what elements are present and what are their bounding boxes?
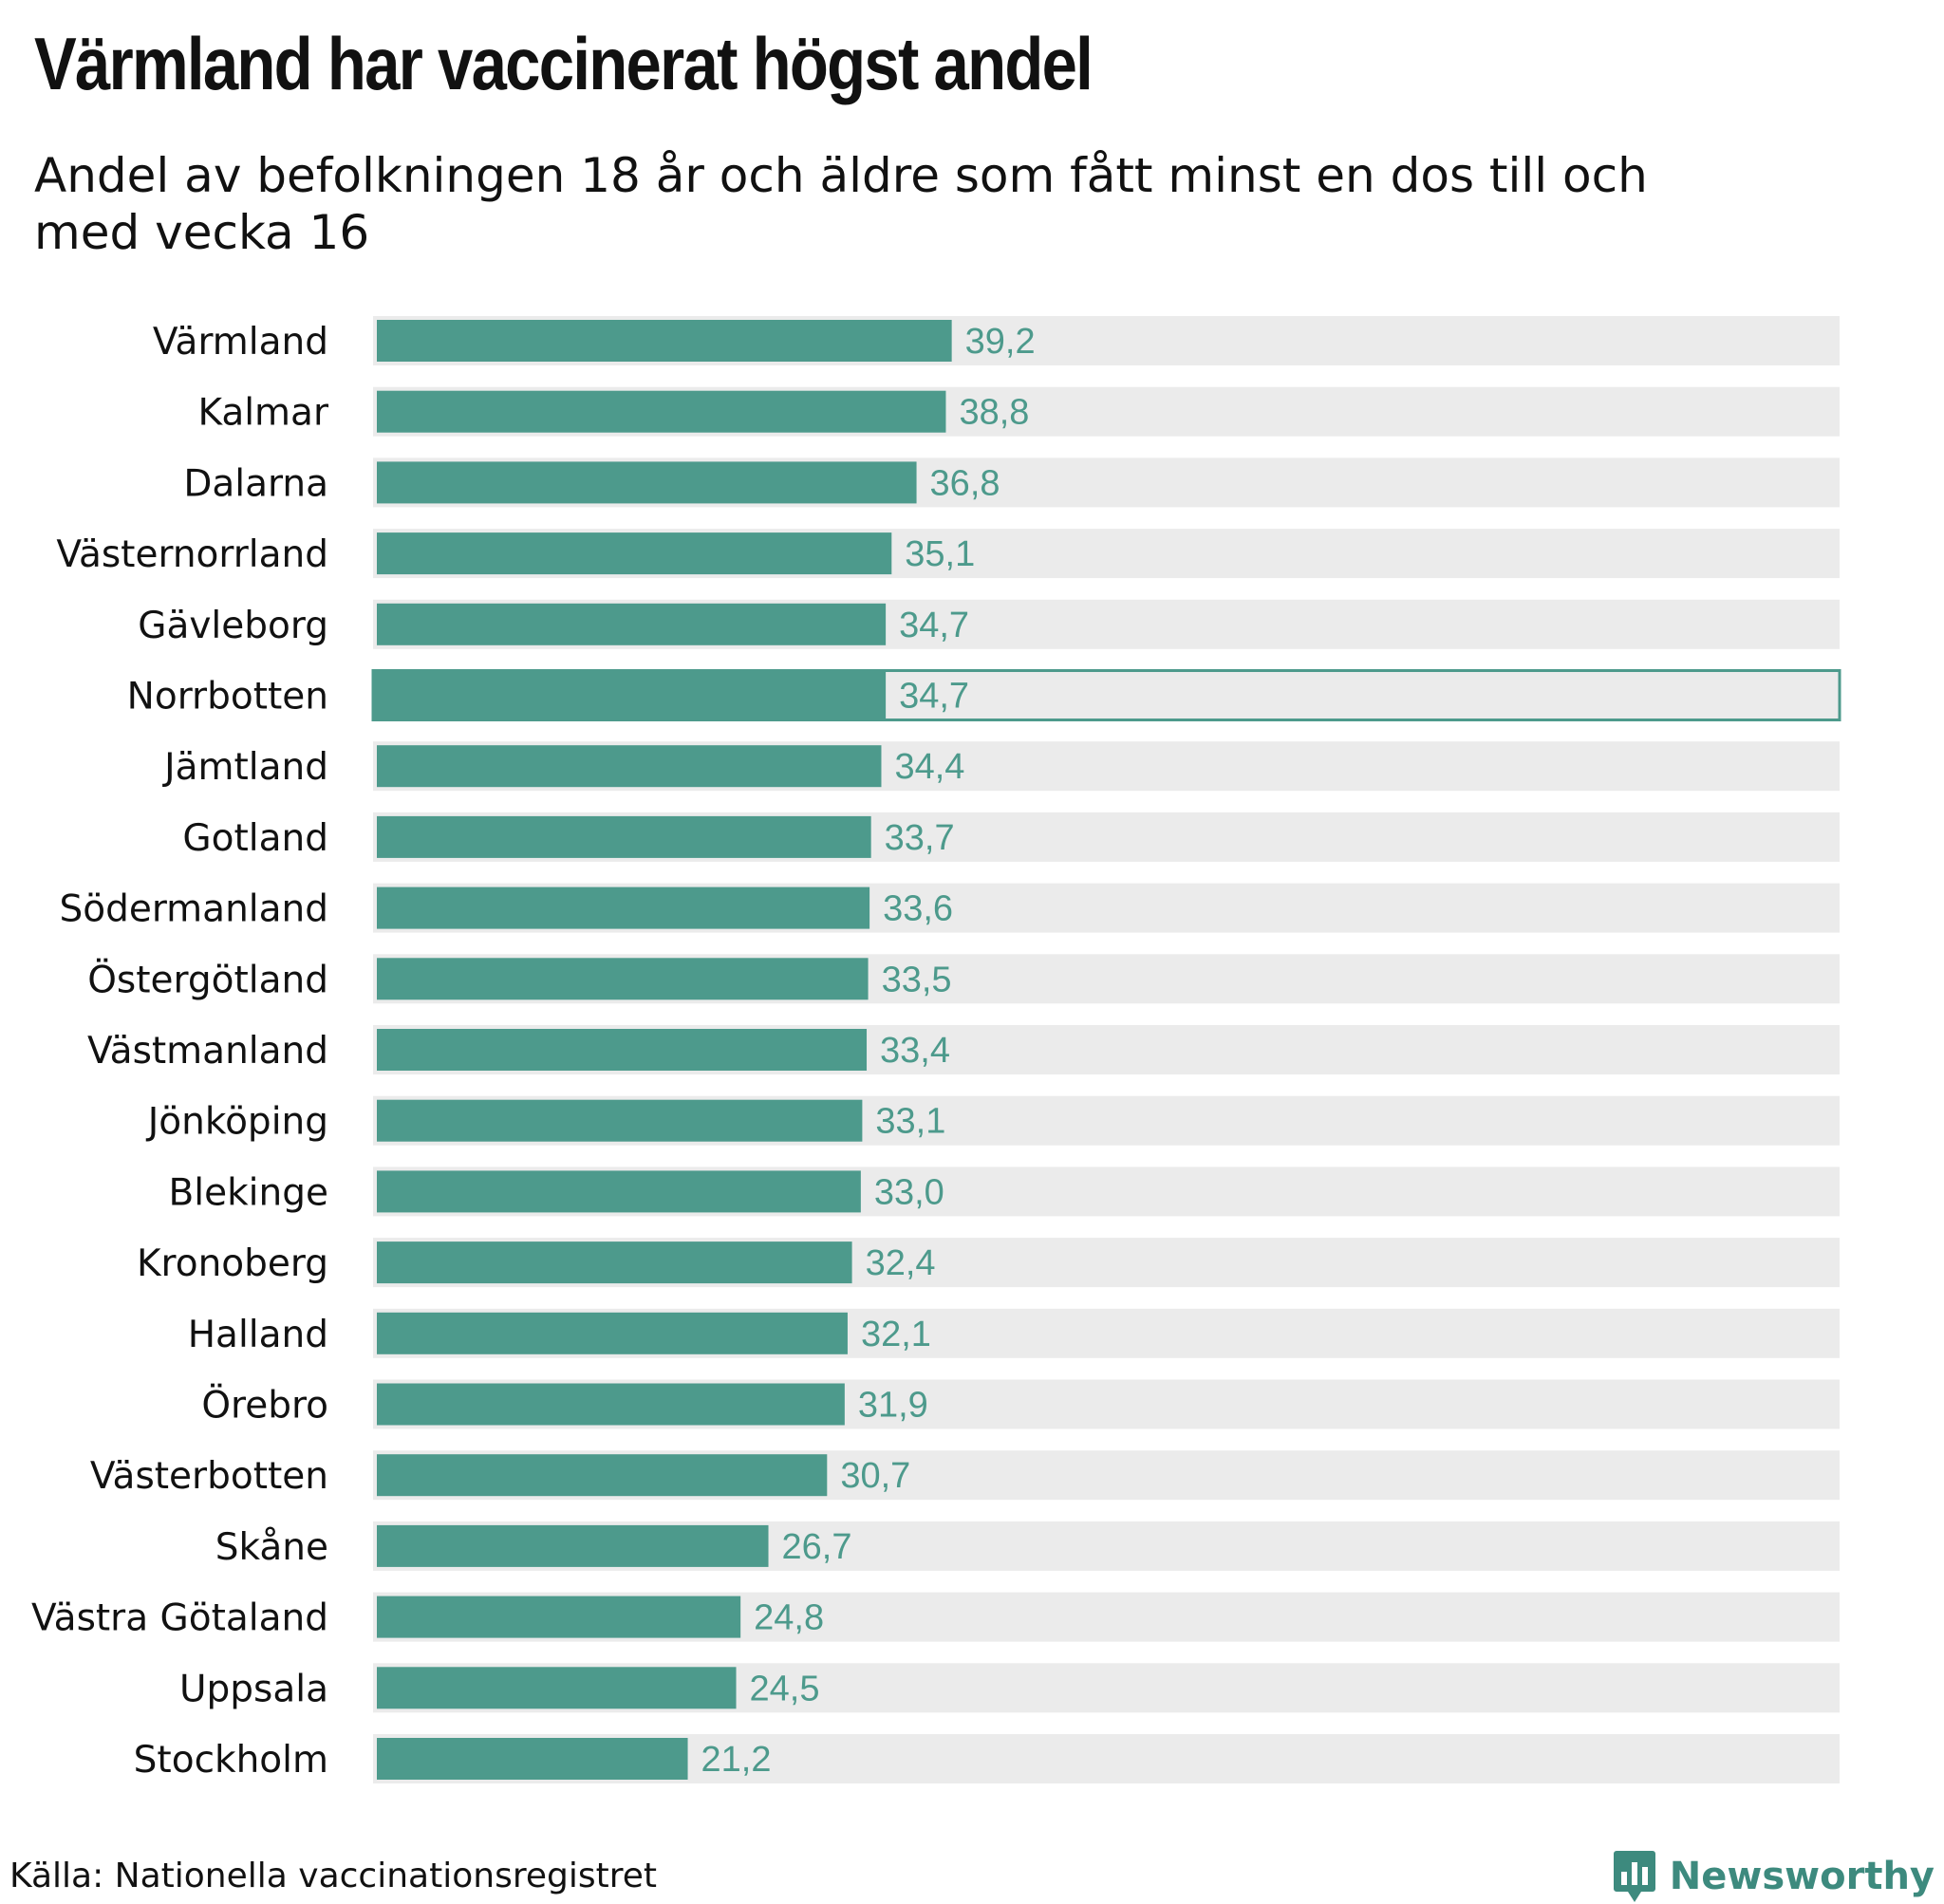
bar <box>377 461 917 504</box>
bar <box>377 1170 861 1213</box>
value-label: 34,4 <box>894 747 964 787</box>
category-label: Norrbotten <box>127 676 328 719</box>
category-label: Halland <box>188 1314 328 1356</box>
category-label: Västernorrland <box>56 533 328 576</box>
value-label: 32,4 <box>866 1243 936 1283</box>
category-label: Dalarna <box>183 462 328 505</box>
bar-row: Stockholm 21,2 <box>134 1734 1840 1783</box>
category-label: Stockholm <box>134 1739 328 1782</box>
value-label: 38,8 <box>959 393 1029 433</box>
bar <box>377 320 952 362</box>
bar <box>377 815 871 858</box>
bar-row: Gotland 33,7 <box>182 812 1840 862</box>
bar-row: Jämtland 34,4 <box>161 741 1840 792</box>
value-label: 33,0 <box>874 1172 944 1212</box>
bar-row: Uppsala 24,5 <box>179 1663 1840 1713</box>
value-label: 39,2 <box>965 322 1036 362</box>
bar <box>377 745 882 788</box>
category-label: Skåne <box>215 1526 328 1569</box>
bar-row: Västernorrland 35,1 <box>56 529 1840 579</box>
value-label: 32,1 <box>861 1315 931 1354</box>
source-note: Källa: Nationella vaccinationsregistret <box>9 1857 657 1895</box>
bar-row: Dalarna 36,8 <box>183 457 1840 508</box>
bar <box>377 532 892 575</box>
value-label: 24,5 <box>750 1669 820 1708</box>
value-label: 33,4 <box>880 1031 950 1071</box>
bar <box>377 390 946 433</box>
bar-row: Örebro 31,9 <box>201 1379 1840 1429</box>
chart-title: Värmland har vaccinerat högst andel <box>34 22 1094 105</box>
value-label: 31,9 <box>858 1386 928 1426</box>
bar <box>377 1738 688 1780</box>
bar-row: Västra Götaland 24,8 <box>31 1592 1840 1642</box>
bar-row: Skåne 26,7 <box>215 1521 1840 1571</box>
bar <box>377 1454 828 1497</box>
value-label: 24,8 <box>754 1598 824 1638</box>
category-label: Uppsala <box>179 1668 328 1710</box>
category-label: Gävleborg <box>138 605 328 647</box>
bar-row: Västmanland 33,4 <box>87 1025 1840 1074</box>
bar <box>377 1241 852 1284</box>
bar <box>377 1524 769 1567</box>
value-label: 34,7 <box>899 677 969 717</box>
value-label: 26,7 <box>782 1527 852 1567</box>
brand-name: Newsworthy <box>1669 1855 1935 1898</box>
bar-row: Norrbotten 34,7 <box>127 669 1841 721</box>
value-label: 30,7 <box>840 1456 910 1496</box>
category-label: Örebro <box>201 1384 328 1428</box>
category-label: Västmanland <box>87 1030 328 1073</box>
bar-row: Gävleborg 34,7 <box>138 599 1840 649</box>
bar-row: Värmland 39,2 <box>153 316 1840 365</box>
bar-row: Halland 32,1 <box>188 1308 1840 1358</box>
bar-row: Kalmar 38,8 <box>197 386 1840 437</box>
bar <box>377 1029 868 1071</box>
category-label: Södermanland <box>59 888 328 931</box>
brand-logo: Newsworthy <box>1613 1849 1935 1904</box>
bar <box>377 1667 737 1709</box>
category-label: Värmland <box>153 321 328 364</box>
value-label: 21,2 <box>701 1740 772 1780</box>
value-label: 33,6 <box>883 889 953 929</box>
bar <box>377 603 887 645</box>
bar <box>373 670 887 720</box>
bar-row: Östergötland 33,5 <box>87 954 1840 1004</box>
bar <box>377 1312 848 1354</box>
value-label: 35,1 <box>905 534 975 574</box>
category-label: Jämtland <box>161 746 328 789</box>
bar <box>377 887 870 929</box>
value-label: 33,1 <box>875 1102 945 1142</box>
bar-row: Västerbotten 30,7 <box>90 1450 1840 1501</box>
bar-row: Jönköping 33,1 <box>145 1095 1840 1146</box>
value-label: 36,8 <box>930 463 1000 503</box>
bar-chart-speech-bubble-icon <box>1613 1851 1655 1902</box>
bar-row: Södermanland 33,6 <box>59 883 1840 933</box>
category-label: Gotland <box>182 817 328 860</box>
category-label: Östergötland <box>87 958 328 1001</box>
bar-row: Kronoberg 32,4 <box>137 1238 1840 1288</box>
category-label: Västerbotten <box>90 1455 328 1498</box>
bar-chart: Värmland 39,2 Kalmar 38,8 Dalarna 36,8 Västern… <box>31 316 1841 1783</box>
bar-row: Blekinge 33,0 <box>169 1167 1840 1217</box>
category-label: Kalmar <box>197 392 329 435</box>
category-label: Kronoberg <box>137 1242 328 1285</box>
category-label: Jönköping <box>145 1101 328 1144</box>
category-label: Västra Götaland <box>31 1597 328 1640</box>
bar <box>377 1596 741 1638</box>
chart-subtitle: Andel av befolkningen 18 år och äldre so… <box>34 148 1648 260</box>
bar <box>377 1383 845 1426</box>
category-label: Blekinge <box>169 1171 328 1214</box>
value-label: 33,7 <box>885 818 955 858</box>
bar <box>377 1099 863 1142</box>
value-label: 34,7 <box>899 606 969 645</box>
value-label: 33,5 <box>882 960 952 999</box>
bar <box>377 958 869 1000</box>
